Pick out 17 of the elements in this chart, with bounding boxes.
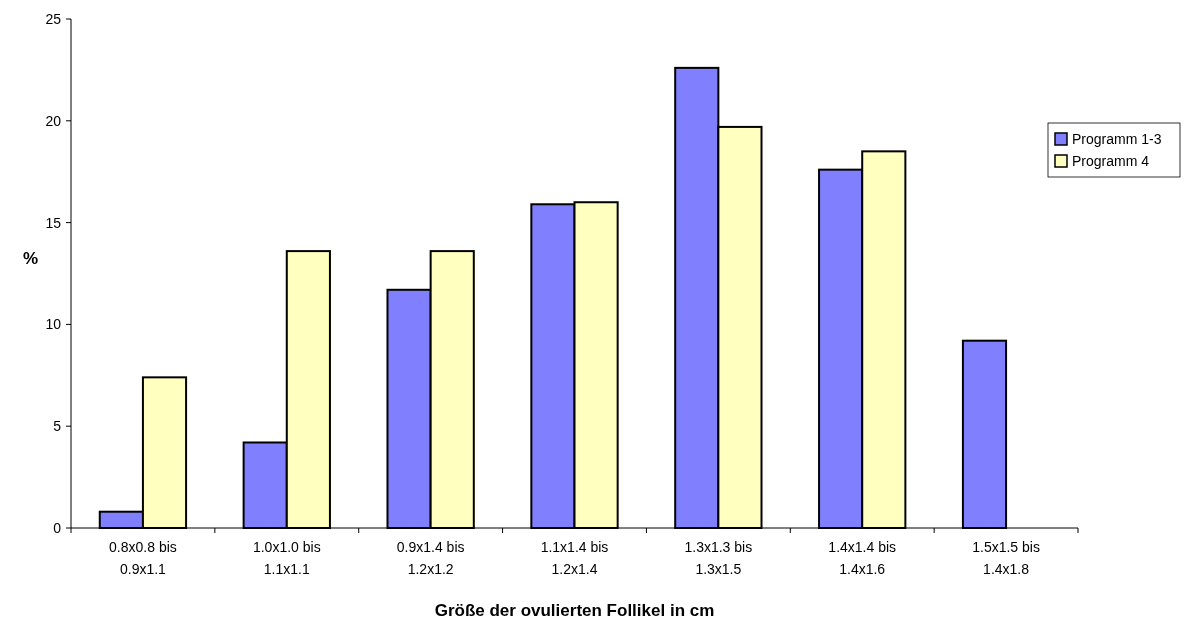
x-tick-label: 1.1x1.4 bis 1.2x1.4 bbox=[540, 539, 609, 577]
legend-label: Programm 4 bbox=[1072, 152, 1150, 169]
y-tick-label: 5 bbox=[53, 418, 62, 435]
y-tick-label: 15 bbox=[45, 214, 62, 231]
y-axis-title: % bbox=[23, 249, 39, 269]
y-tick-label: 10 bbox=[45, 316, 62, 333]
x-tick-label: 1.0x1.0 bis 1.1x1.1 bbox=[252, 539, 321, 577]
x-tick-label: 1.3x1.3 bis 1.3x1.5 bbox=[684, 539, 753, 577]
x-axis-title: Größe der ovulierten Follikel in cm bbox=[434, 601, 715, 620]
x-tick-label: 0.9x1.4 bis 1.2x1.2 bbox=[396, 539, 465, 577]
y-tick-label: 20 bbox=[45, 112, 62, 129]
legend-label: Programm 1-3 bbox=[1072, 130, 1162, 147]
x-tick-label: 0.8x0.8 bis 0.9x1.1 bbox=[109, 539, 177, 577]
x-tick-label: 1.4x1.4 bis 1.4x1.6 bbox=[828, 539, 897, 577]
y-tick-label: 0 bbox=[53, 519, 62, 536]
y-tick-label: 25 bbox=[45, 10, 62, 27]
x-tick-label: 1.5x1.5 bis 1.4x1.8 bbox=[972, 539, 1040, 577]
